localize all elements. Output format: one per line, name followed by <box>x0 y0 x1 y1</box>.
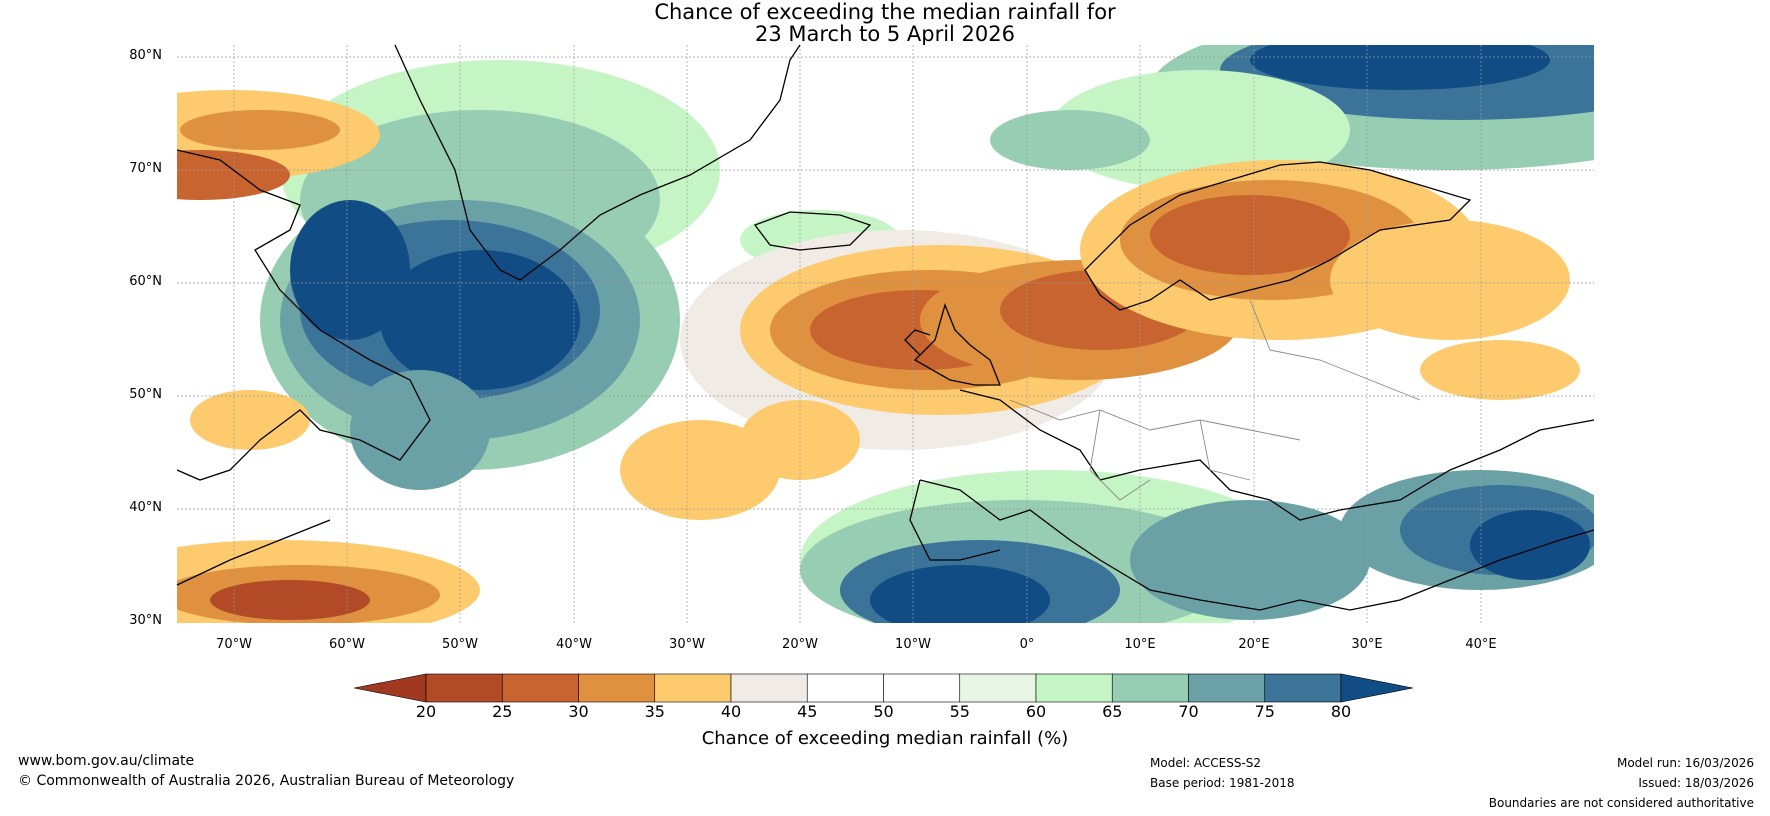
colorbar-arrow-low <box>353 673 427 703</box>
colorbar <box>353 673 1414 703</box>
colorbar-segment-50-55 <box>883 673 961 703</box>
lon-label-30w: 30°W <box>669 637 705 652</box>
lon-label-40w: 40°W <box>556 637 592 652</box>
chart-title-line2: 23 March to 5 April 2026 <box>755 22 1015 46</box>
lon-label-10w: 10°W <box>895 637 931 652</box>
lat-label-30: 30°N <box>129 613 162 628</box>
map-gridlines <box>177 45 1594 623</box>
coastlines <box>176 44 1595 611</box>
rainfall-anomaly-field <box>177 45 1594 623</box>
lat-label-50: 50°N <box>129 387 162 402</box>
lon-label-10e: 10°E <box>1124 637 1156 652</box>
colorbar-segment-75-80 <box>1264 673 1342 703</box>
country-borders <box>1009 299 1421 501</box>
lat-label-60: 60°N <box>129 274 162 289</box>
lat-label-40: 40°N <box>129 500 162 515</box>
boundaries-disclaimer: Boundaries are not considered authoritat… <box>1488 796 1754 810</box>
colorbar-tick-80: 80 <box>1330 702 1352 721</box>
colorbar-segment-20-25 <box>425 673 503 703</box>
issued-date: Issued: 18/03/2026 <box>1638 776 1754 790</box>
colorbar-tick-60: 60 <box>1025 702 1047 721</box>
colorbar-segment-35-40 <box>654 673 732 703</box>
colorbar-segment-30-35 <box>578 673 656 703</box>
base-period: Base period: 1981-2018 <box>1150 776 1295 790</box>
colorbar-tick-65: 65 <box>1102 702 1123 721</box>
lon-label-20w: 20°W <box>782 637 818 652</box>
colorbar-tick-40: 40 <box>720 702 742 721</box>
model-run-date: Model run: 16/03/2026 <box>1616 756 1754 770</box>
colorbar-segment-25-30 <box>501 673 579 703</box>
colorbar-segment-65-70 <box>1111 673 1189 703</box>
lat-label-80: 80°N <box>129 48 162 63</box>
region-labrador-wet-core <box>380 250 580 390</box>
chart-title-line1: Chance of exceeding the median rainfall … <box>654 0 1116 24</box>
colorbar-tick-30: 30 <box>568 702 589 721</box>
lat-label-70: 70°N <box>129 161 162 176</box>
colorbar-segment-55-60 <box>959 673 1037 703</box>
lon-label-60w: 60°W <box>329 637 365 652</box>
lon-label-40e: 40°E <box>1465 637 1497 652</box>
lon-label-0: 0° <box>1019 637 1035 652</box>
colorbar-segment-45-50 <box>806 673 884 703</box>
colorbar-tick-45: 45 <box>797 702 818 721</box>
colorbar-tick-35: 35 <box>644 702 665 721</box>
copyright-text: © Commonwealth of Australia 2026, Austra… <box>18 773 515 789</box>
colorbar-tick-75: 75 <box>1254 702 1275 721</box>
colorbar-title: Chance of exceeding median rainfall (%) <box>701 728 1069 749</box>
colorbar-tick-70: 70 <box>1178 702 1199 721</box>
colorbar-tick-50: 50 <box>873 702 894 721</box>
model-name: Model: ACCESS-S2 <box>1150 756 1262 770</box>
colorbar-arrow-high <box>1340 673 1414 703</box>
colorbar-segment-40-45 <box>730 673 808 703</box>
lon-label-70w: 70°W <box>216 637 252 652</box>
colorbar-tick-55: 55 <box>949 702 970 721</box>
colorbar-tick-25: 25 <box>492 702 513 721</box>
lon-label-20e: 20°E <box>1238 637 1270 652</box>
lon-label-50w: 50°W <box>442 637 478 652</box>
colorbar-segment-70-75 <box>1188 673 1266 703</box>
lon-label-30e: 30°E <box>1351 637 1383 652</box>
website-url[interactable]: www.bom.gov.au/climate <box>18 753 195 769</box>
colorbar-tick-20: 20 <box>415 702 437 721</box>
colorbar-segment-60-65 <box>1035 673 1113 703</box>
region-arctic-wet-core <box>1250 45 1550 90</box>
